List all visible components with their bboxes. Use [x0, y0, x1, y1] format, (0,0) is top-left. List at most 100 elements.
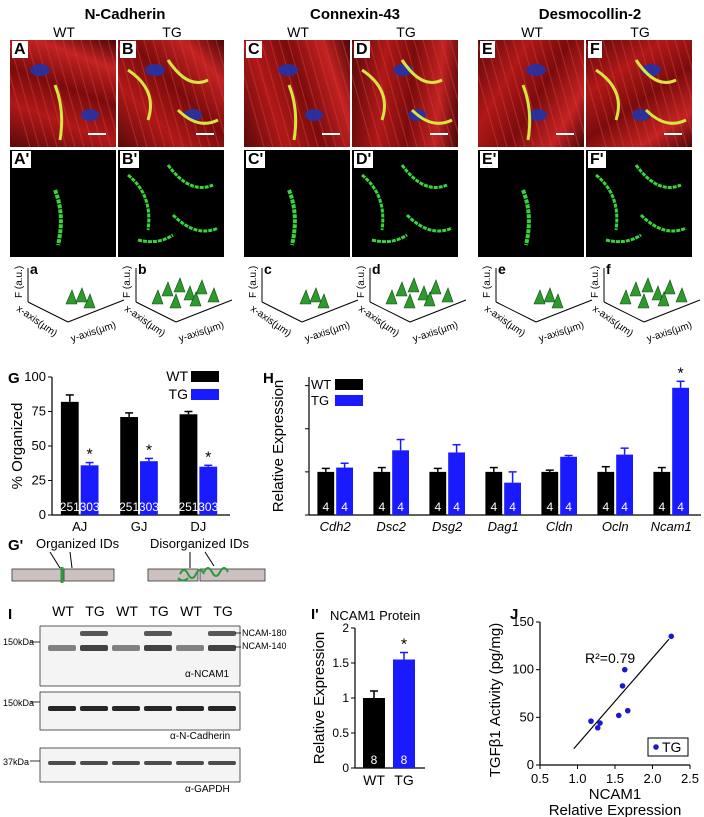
- y-tick-label: 0: [39, 507, 46, 522]
- western-blots: [30, 625, 241, 783]
- merged-micrograph: F: [586, 40, 692, 147]
- band-140-label: NCAM-140: [242, 641, 287, 651]
- svg-text:y-axis(µm): y-axis(µm): [178, 320, 226, 345]
- y-tick-label: 1: [342, 691, 349, 705]
- surface-plot: b F (a.u.) x-axis(µm) y-axis(µm): [122, 261, 233, 345]
- lane-label: TG: [149, 603, 169, 619]
- category-label: Cdh2: [320, 519, 352, 534]
- n-label: 4: [341, 500, 348, 514]
- n-label: 4: [490, 500, 497, 514]
- tg-label: TG: [162, 24, 182, 40]
- y-axis-title: TGFβ1 Activity (pg/mg): [487, 623, 504, 777]
- category-label: DJ: [190, 519, 206, 534]
- green-micrograph: B': [118, 150, 224, 257]
- n-label: 4: [565, 500, 572, 514]
- bar-tg: [80, 465, 99, 515]
- significance-star: *: [677, 365, 683, 382]
- micrograph-label: D': [354, 151, 374, 168]
- data-point: [619, 683, 626, 689]
- category-label: Dsc2: [376, 519, 406, 534]
- y-axis-title: Relative Expression: [270, 380, 287, 513]
- dsc2-header: Desmocollin-2: [538, 6, 642, 23]
- bar-wt: [485, 471, 503, 515]
- bar-tg: [140, 461, 158, 515]
- legend-label: TG: [311, 393, 329, 408]
- surface-plot: c F (a.u.) x-axis(µm) y-axis(µm): [248, 261, 359, 345]
- n-label: 4: [677, 500, 684, 514]
- n-label: 4: [434, 500, 441, 514]
- n-label: 251: [60, 500, 80, 514]
- y-tick-label: 150: [512, 614, 534, 629]
- legend-swatch: [335, 395, 363, 406]
- bar-wt: [317, 471, 335, 515]
- svg-text:x-axis(µm): x-axis(µm): [356, 303, 401, 339]
- green-micrograph: E': [478, 150, 584, 257]
- green-micrograph: C': [244, 150, 350, 257]
- svg-text:y-axis(µm): y-axis(µm): [412, 320, 460, 345]
- bar: [363, 698, 385, 768]
- svg-text:x-axis(µm): x-axis(µm): [248, 303, 293, 339]
- green-micrograph: A': [10, 150, 116, 257]
- n-label: 4: [453, 500, 460, 514]
- n-label: 251: [178, 500, 198, 514]
- chart-title: NCAM1 Protein: [330, 608, 420, 623]
- x-tick-label: 2.0: [643, 771, 661, 786]
- significance-star: *: [146, 442, 152, 459]
- bar-wt: [541, 471, 559, 515]
- panel-label-j: J: [510, 606, 519, 623]
- cell-block: [11, 568, 63, 582]
- cell-block: [147, 568, 199, 582]
- tg-label: TG: [630, 24, 650, 40]
- svg-text:y-axis(µm): y-axis(µm): [304, 320, 352, 345]
- bar-tg: [560, 456, 577, 515]
- data-point: [668, 633, 675, 640]
- y-axis-title: Relative Expression: [311, 632, 328, 765]
- category-label: Dsg2: [432, 519, 463, 534]
- legend-marker: [653, 744, 659, 750]
- n-label: 251: [119, 500, 139, 514]
- legend-label: WT: [311, 377, 331, 392]
- n-label: 4: [509, 500, 516, 514]
- wt-label: WT: [53, 24, 75, 40]
- bar-wt: [179, 414, 198, 515]
- svg-text:F (a.u.): F (a.u.): [356, 266, 367, 298]
- category-label: TG: [394, 772, 413, 788]
- x-tick-label: 1.5: [606, 771, 624, 786]
- y-tick-label: 1.5: [332, 656, 349, 670]
- bar-tg: [504, 482, 521, 515]
- svg-text:b: b: [138, 261, 147, 277]
- y-tick-label: 50: [32, 438, 46, 453]
- svg-text:x-axis(µm): x-axis(µm): [590, 303, 635, 339]
- lane-label: WT: [116, 603, 138, 619]
- category-label: Cldn: [546, 519, 573, 534]
- data-point: [588, 718, 594, 724]
- bar-tg: [672, 387, 689, 515]
- n-label: 303: [139, 500, 159, 514]
- legend-swatch: [191, 389, 219, 400]
- panel-label-i: I: [8, 606, 13, 623]
- lane-label: TG: [213, 603, 233, 619]
- merged-micrograph: B: [118, 40, 224, 147]
- data-point: [597, 720, 603, 726]
- green-micrograph: D': [352, 150, 458, 257]
- data-point: [624, 707, 631, 714]
- chart-j: 0 50 100 150 0.5 1.0 1.5 2.0 2.5 R²=0.79 TG TGFβ1 A…: [487, 614, 699, 817]
- svg-text:d: d: [372, 261, 381, 277]
- significance-star: *: [401, 637, 407, 654]
- data-point: [594, 725, 601, 731]
- n-label: 303: [80, 500, 100, 514]
- band-180-label: NCAM-180: [242, 628, 287, 638]
- micrograph-label: F: [588, 41, 602, 58]
- bar: [393, 659, 415, 768]
- x-tick-label: 2.5: [681, 771, 699, 786]
- lane-label: WT: [180, 603, 202, 619]
- cell-block: [199, 568, 266, 582]
- blot-ncam1: [39, 625, 241, 687]
- surface-plot: a F (a.u.) x-axis(µm) y-axis(µm): [14, 261, 125, 345]
- bar-tg: [616, 454, 633, 515]
- micrograph-label: D: [354, 41, 370, 58]
- category-label: Dag1: [488, 519, 519, 534]
- disorganized-label: Disorganized IDs: [150, 536, 249, 551]
